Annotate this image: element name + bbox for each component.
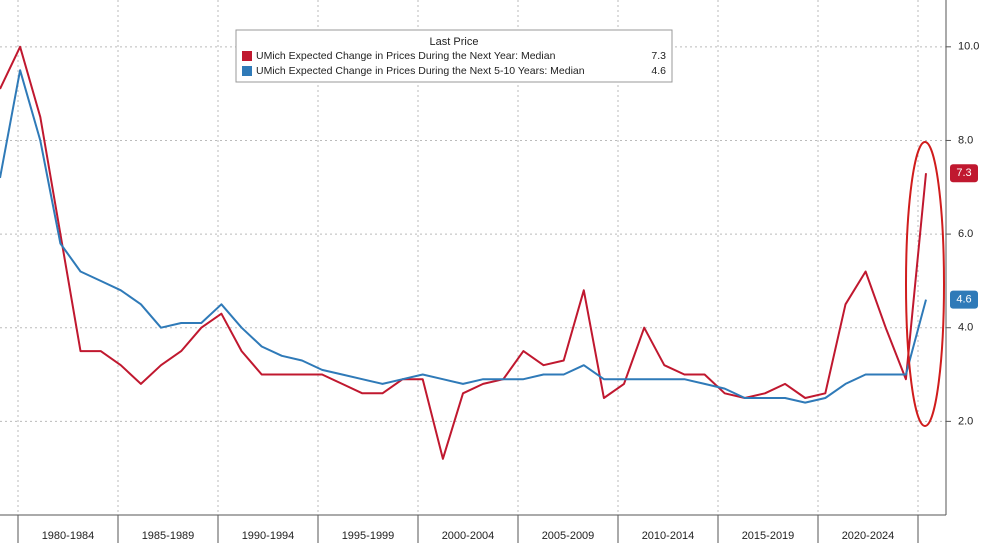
last-price-label: 4.6 [956, 294, 971, 306]
x-tick-label: 1995-1999 [342, 530, 395, 542]
last-price-tag [950, 164, 978, 183]
series-line [0, 69, 927, 404]
legend-swatch [242, 51, 252, 61]
last-price-tag [950, 290, 978, 309]
x-tick-label: 2015-2019 [742, 530, 795, 542]
x-tick-label: 2020-2024 [842, 530, 895, 542]
x-tick-label: 2000-2004 [442, 530, 495, 542]
y-tick-label: 4.0 [958, 322, 973, 334]
series-line [0, 45, 927, 460]
last-price-label: 7.3 [956, 167, 971, 179]
y-tick-label: 6.0 [958, 228, 973, 240]
x-tick-label: 2005-2009 [542, 530, 595, 542]
x-tick-label: 2010-2014 [642, 530, 695, 542]
x-tick-label: 1990-1994 [242, 530, 295, 542]
x-tick-label: 1980-1984 [42, 530, 95, 542]
legend-box [235, 29, 673, 83]
y-tick-label: 2.0 [958, 415, 973, 427]
y-tick-label: 8.0 [958, 134, 973, 146]
legend-label: UMich Expected Change in Prices During t… [256, 65, 585, 77]
y-tick-label: 10.0 [958, 41, 979, 53]
legend-value: 7.3 [651, 50, 666, 62]
legend-title: Last Price [430, 36, 479, 48]
x-tick-label: 1985-1989 [142, 530, 195, 542]
legend-swatch [242, 66, 252, 76]
legend-label: UMich Expected Change in Prices During t… [256, 50, 556, 62]
legend-value: 4.6 [651, 65, 666, 77]
highlight-ellipse [905, 141, 945, 427]
